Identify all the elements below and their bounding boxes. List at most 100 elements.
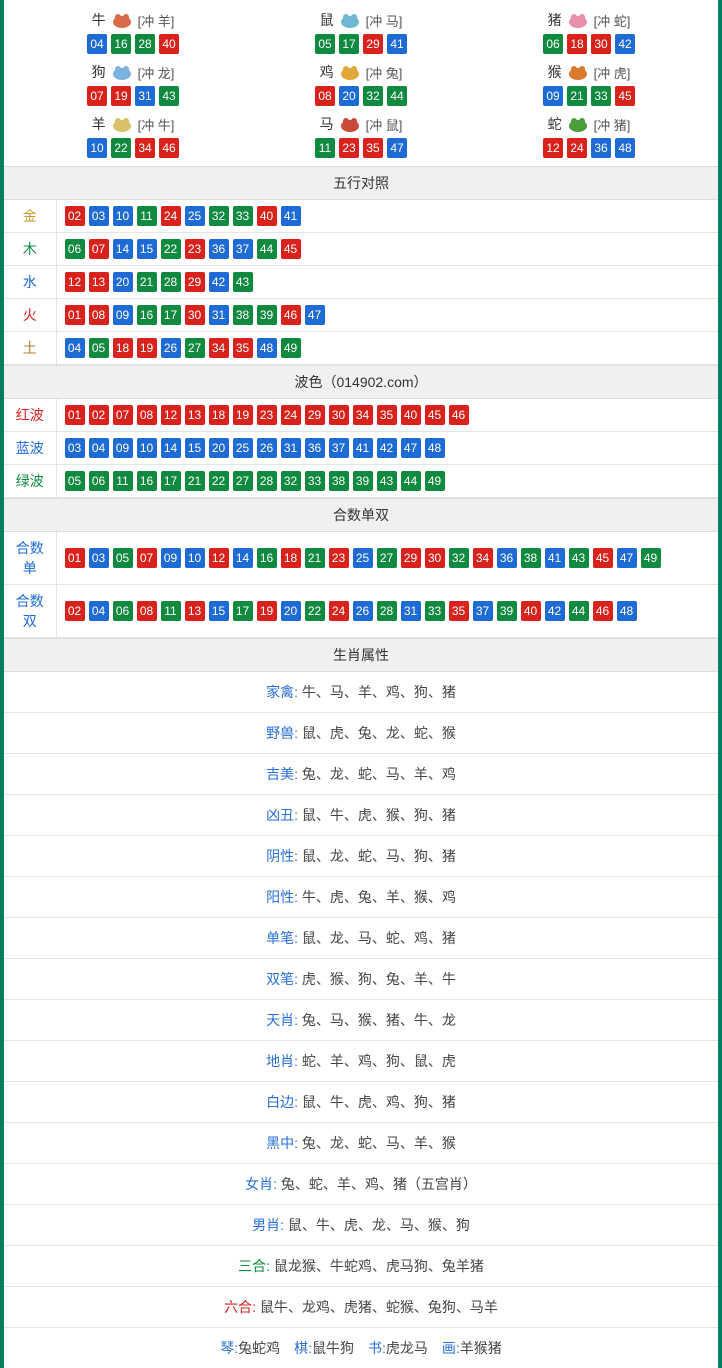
row-label: 绿波: [4, 465, 56, 498]
attr-label: 黑中:: [266, 1135, 302, 1151]
zodiac-name: 狗: [92, 62, 106, 82]
zodiac-clash: [冲 马]: [366, 11, 403, 30]
zodiac-clash: [冲 兔]: [366, 63, 403, 82]
ball: 19: [137, 338, 157, 358]
zodiac-clash: [冲 羊]: [138, 11, 175, 30]
attr-row: 地肖: 蛇、羊、鸡、狗、鼠、虎: [4, 1041, 718, 1082]
ball: 44: [569, 601, 589, 621]
attr-row: 双笔: 虎、猴、狗、兔、羊、牛: [4, 959, 718, 1000]
ball: 40: [257, 206, 277, 226]
ball: 11: [113, 471, 133, 491]
zodiac-name: 鸡: [320, 62, 334, 82]
wuxing-header: 五行对照: [4, 166, 718, 200]
zodiac-icon: [108, 10, 136, 30]
ball: 12: [161, 405, 181, 425]
ball: 18: [113, 338, 133, 358]
zodiac-title: 蛇 [冲 猪]: [480, 114, 698, 134]
ball: 19: [257, 601, 277, 621]
ball: 33: [591, 86, 611, 106]
ball: 23: [339, 138, 359, 158]
ball-list: 04051819262734354849: [65, 338, 711, 358]
ball: 23: [329, 548, 349, 568]
ball: 42: [209, 272, 229, 292]
ball: 09: [161, 548, 181, 568]
ball: 06: [543, 34, 563, 54]
zodiac-cell: 羊[冲 牛]10223446: [24, 114, 242, 160]
ball: 29: [401, 548, 421, 568]
zodiac-balls: 05172941: [252, 34, 470, 54]
attr-row: 阳性: 牛、虎、兔、羊、猴、鸡: [4, 877, 718, 918]
row-label: 金: [4, 200, 56, 233]
footer-value: 虎龙马: [386, 1340, 428, 1356]
ball: 31: [209, 305, 229, 325]
attr-row: 男肖: 鼠、牛、虎、龙、马、猴、狗: [4, 1205, 718, 1246]
ball: 15: [137, 239, 157, 259]
ball: 22: [111, 138, 131, 158]
ball: 30: [425, 548, 445, 568]
ball-list: 03040910141520252631363741424748: [65, 438, 711, 458]
ball: 16: [111, 34, 131, 54]
attr-label: 单笔:: [266, 930, 302, 946]
ball: 34: [353, 405, 373, 425]
ball: 05: [65, 471, 85, 491]
ball: 06: [65, 239, 85, 259]
ball-list: 02031011242532334041: [65, 206, 711, 226]
ball: 23: [257, 405, 277, 425]
row-value: 05061116172122272832333839434449: [56, 465, 718, 498]
ball: 18: [209, 405, 229, 425]
ball: 07: [89, 239, 109, 259]
ball: 20: [113, 272, 133, 292]
ball: 37: [329, 438, 349, 458]
ball-list: 0102070812131819232429303435404546: [65, 405, 711, 425]
ball: 39: [497, 601, 517, 621]
zodiac-clash: [冲 猪]: [594, 115, 631, 134]
ball: 22: [209, 471, 229, 491]
ball: 22: [305, 601, 325, 621]
ball-list: 1213202128294243: [65, 272, 711, 292]
ball: 42: [377, 438, 397, 458]
ball: 37: [473, 601, 493, 621]
row-value: 0102070812131819232429303435404546: [56, 399, 718, 432]
ball: 06: [89, 471, 109, 491]
zodiac-cell: 猪[冲 蛇]06183042: [480, 10, 698, 56]
ball: 25: [353, 548, 373, 568]
ball: 05: [89, 338, 109, 358]
attr-label: 野兽:: [266, 725, 302, 741]
ball: 29: [305, 405, 325, 425]
ball: 39: [257, 305, 277, 325]
row-label: 蓝波: [4, 432, 56, 465]
ball: 27: [233, 471, 253, 491]
ball: 36: [209, 239, 229, 259]
table-row: 木06071415222336374445: [4, 233, 718, 266]
ball: 14: [113, 239, 133, 259]
ball: 13: [89, 272, 109, 292]
row-label: 土: [4, 332, 56, 365]
attr-value: 牛、虎、兔、羊、猴、鸡: [302, 889, 456, 905]
ball-list: 06071415222336374445: [65, 239, 711, 259]
ball: 29: [363, 34, 383, 54]
footer-label: 棋:: [294, 1340, 312, 1356]
ball: 37: [233, 239, 253, 259]
attr-label: 天肖:: [266, 1012, 302, 1028]
ball: 20: [281, 601, 301, 621]
ball: 46: [449, 405, 469, 425]
ball: 34: [135, 138, 155, 158]
shuxing-list: 家禽: 牛、马、羊、鸡、狗、猪野兽: 鼠、虎、兔、龙、蛇、猴吉美: 兔、龙、蛇、…: [4, 672, 718, 1328]
row-label: 火: [4, 299, 56, 332]
attr-value: 鼠、牛、虎、龙、马、猴、狗: [288, 1217, 470, 1233]
zodiac-title: 马[冲 鼠]: [252, 114, 470, 134]
ball: 16: [137, 471, 157, 491]
row-label: 合数单: [4, 532, 56, 585]
ball: 08: [315, 86, 335, 106]
ball: 45: [281, 239, 301, 259]
zodiac-name: 蛇: [548, 114, 562, 134]
attr-value: 鼠、牛、虎、猴、狗、猪: [302, 807, 456, 823]
ball: 09: [113, 305, 133, 325]
zodiac-balls: 07193143: [24, 86, 242, 106]
row-value: 06071415222336374445: [56, 233, 718, 266]
ball: 36: [305, 438, 325, 458]
attr-row: 女肖: 兔、蛇、羊、鸡、猪（五宫肖）: [4, 1164, 718, 1205]
ball: 11: [137, 206, 157, 226]
ball: 24: [329, 601, 349, 621]
ball: 36: [591, 138, 611, 158]
